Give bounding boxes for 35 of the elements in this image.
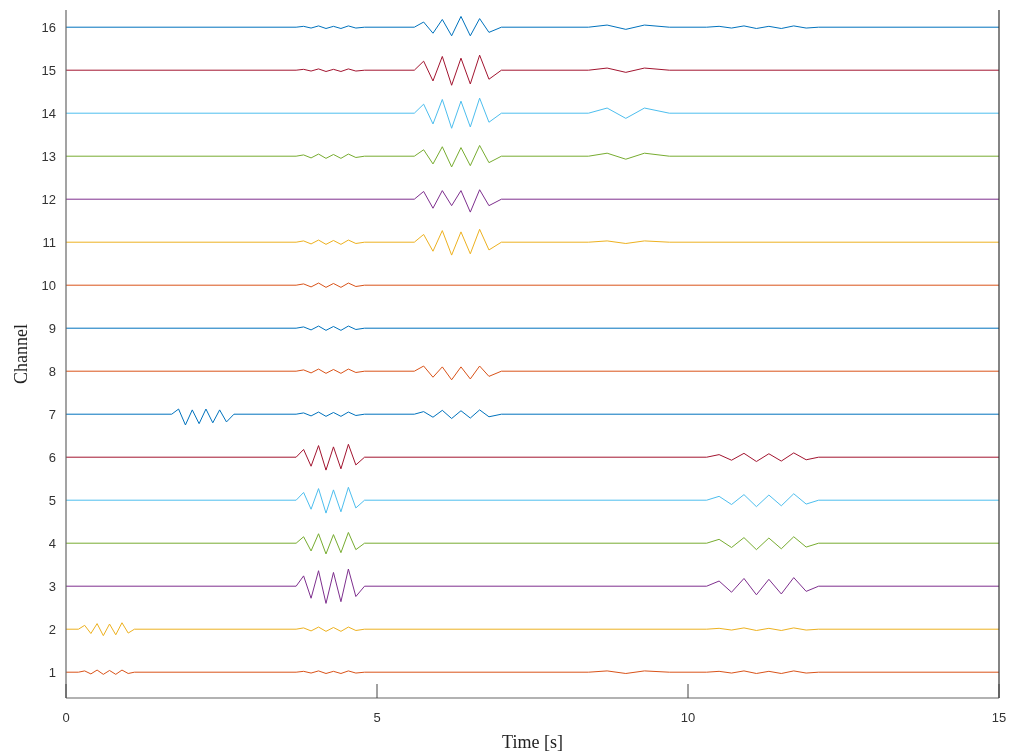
y-tick-label: 9 xyxy=(48,320,56,336)
x-tick-label: 5 xyxy=(373,710,381,725)
line-series xyxy=(65,443,1000,471)
line-series xyxy=(65,568,1000,604)
y-tick-label: 16 xyxy=(41,19,56,35)
y-axis-title: Channel xyxy=(11,324,31,384)
y-tick-label: 10 xyxy=(41,277,56,293)
y-tick-label: 15 xyxy=(41,62,56,78)
line-series xyxy=(65,144,1000,168)
line-series xyxy=(65,531,1000,555)
line-series xyxy=(65,365,1000,381)
y-tick-label: 5 xyxy=(48,492,56,508)
line-series xyxy=(65,408,1000,426)
x-tick-label: 15 xyxy=(991,710,1007,725)
line-series xyxy=(65,486,1000,514)
y-tick-label: 6 xyxy=(48,449,56,465)
y-tick-label: 11 xyxy=(42,234,56,250)
line-series xyxy=(65,15,1000,37)
y-tick-label: 7 xyxy=(48,406,56,422)
y-tick-label: 4 xyxy=(48,535,56,551)
y-tick-label: 13 xyxy=(41,148,56,164)
line-series xyxy=(65,54,1000,86)
line-series xyxy=(65,622,1000,637)
line-series xyxy=(65,228,1000,256)
y-tick-label: 14 xyxy=(41,105,56,121)
line-series xyxy=(65,189,1000,213)
x-axis-title: Time [s] xyxy=(502,732,563,752)
y-tick-label: 12 xyxy=(41,191,56,207)
y-tick-label: 8 xyxy=(48,363,56,379)
line-series xyxy=(65,97,1000,129)
y-tick-label: 1 xyxy=(48,664,56,680)
x-tick-label: 10 xyxy=(680,710,696,725)
y-tick-label: 3 xyxy=(48,578,56,594)
y-tick-label: 2 xyxy=(48,621,56,637)
x-tick-label: 0 xyxy=(62,710,70,725)
